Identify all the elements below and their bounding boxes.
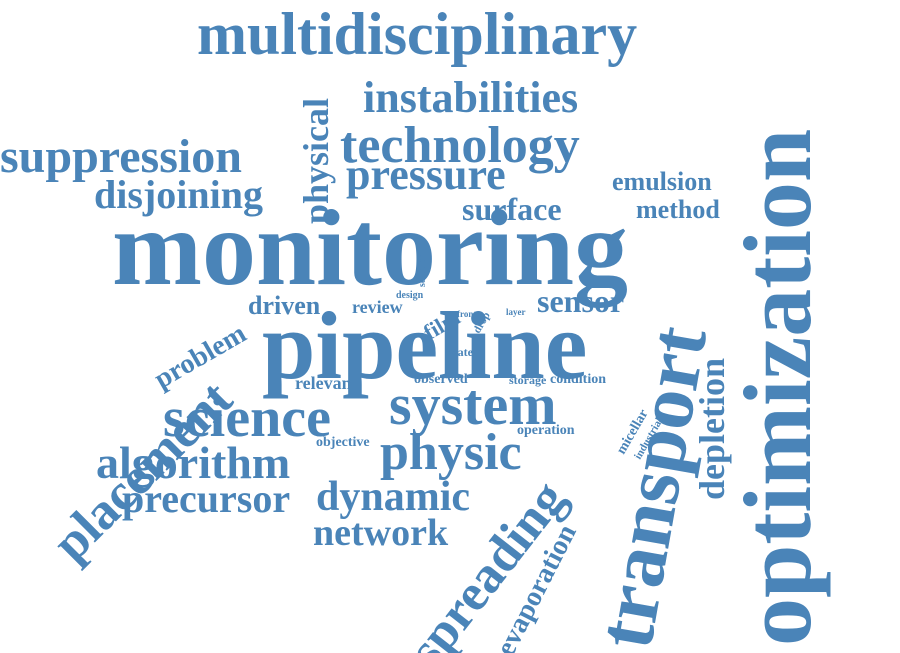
word-relevant: relevant	[295, 373, 358, 393]
word-review: review	[352, 297, 403, 317]
word-water: water	[449, 345, 479, 359]
word-storage: storage	[509, 373, 547, 387]
word-science: science	[163, 387, 331, 449]
word-instabilities: instabilities	[363, 73, 579, 122]
word-emulsion: emulsion	[612, 167, 712, 196]
word-disjoining: disjoining	[94, 172, 263, 217]
word-observed: observed	[414, 372, 468, 387]
word-depletion: depletion	[692, 357, 732, 500]
word-objective: objective	[316, 435, 370, 450]
word-precursor: precursor	[122, 476, 291, 521]
word-system: system	[389, 372, 557, 437]
word-network: network	[313, 512, 449, 554]
word-front: front	[457, 309, 477, 319]
word-layer: layer	[506, 307, 526, 317]
word-monitoring: monitoring	[112, 189, 629, 308]
word-condition: condition	[550, 372, 607, 387]
word-surface: surface	[462, 191, 562, 227]
word-algorithm: algorithm	[96, 437, 291, 488]
word-method: method	[636, 195, 720, 224]
word-operation: operation	[517, 423, 575, 438]
word-oil: oil	[448, 321, 457, 330]
word-optimization: optimization	[724, 128, 831, 646]
word-pressure: pressure	[346, 150, 506, 199]
word-driven: driven	[248, 291, 321, 320]
word-suppression: suppression	[0, 130, 242, 183]
word-physic: physic	[380, 424, 522, 481]
word-technology: technology	[340, 117, 580, 174]
word-pipeline: pipeline	[262, 292, 588, 399]
word-sensor: sensor	[537, 283, 625, 319]
word-multidisciplinary: multidisciplinary	[197, 1, 638, 67]
word-design: design	[396, 290, 424, 301]
word-dynamic: dynamic	[316, 474, 471, 520]
word-solution: solution	[417, 253, 428, 287]
